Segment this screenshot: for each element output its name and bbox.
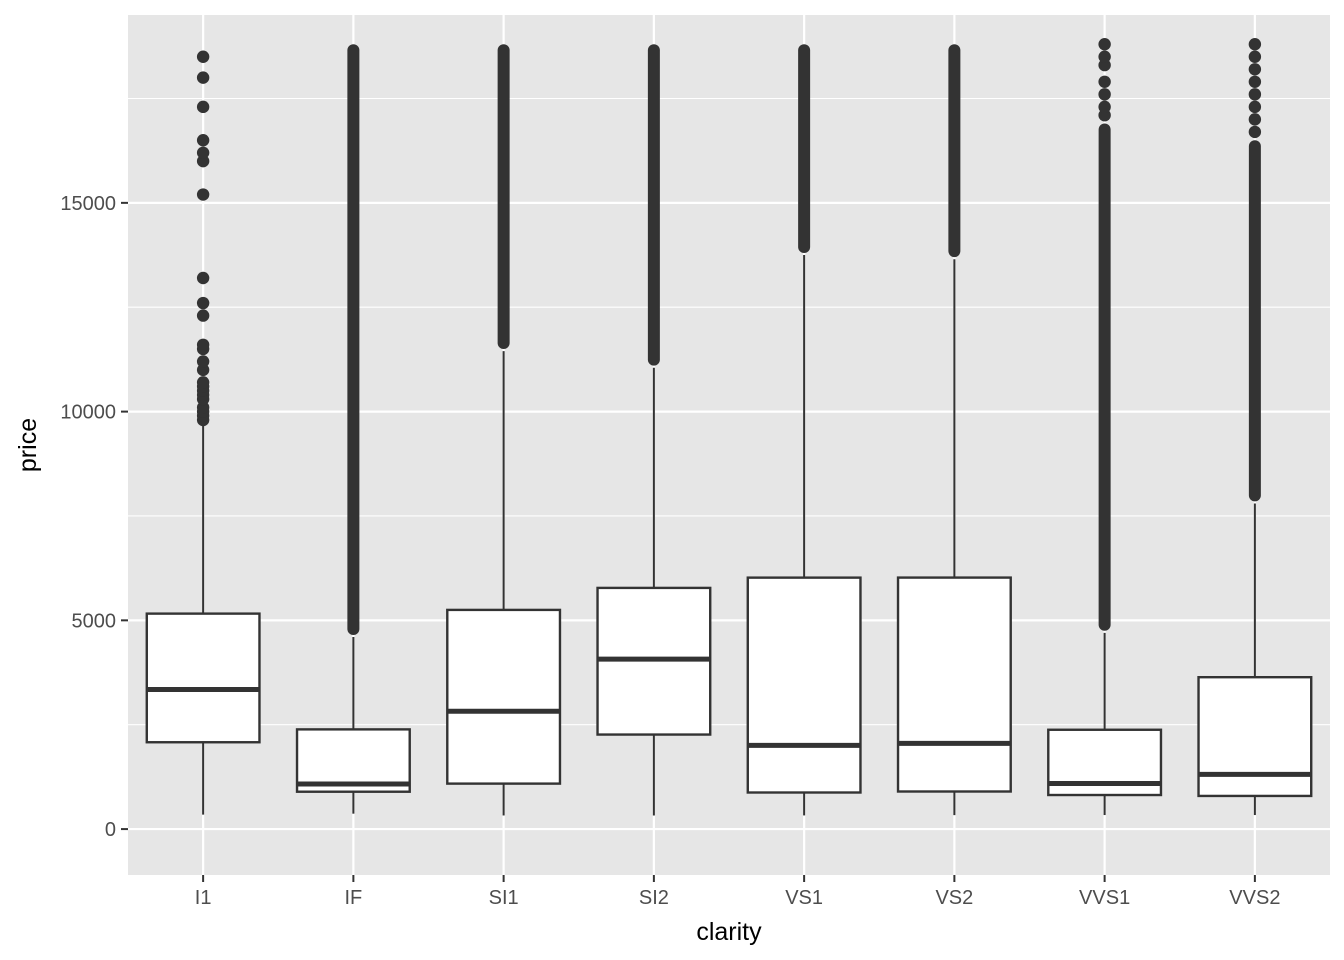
outlier-point <box>196 134 210 147</box>
outlier-point <box>1248 100 1262 114</box>
box-iqr <box>746 576 862 794</box>
x-tick-label: SI2 <box>639 887 669 909</box>
outlier-point <box>1248 38 1262 51</box>
outlier-point <box>196 50 210 63</box>
box-iqr <box>295 728 411 793</box>
y-axis: 0 5000 10000 15000 <box>60 193 128 841</box>
x-tick-label: I1 <box>195 887 212 909</box>
outlier-point <box>196 338 210 352</box>
outlier-point <box>1098 75 1111 88</box>
box-VS2 <box>896 44 1012 816</box>
outlier-point <box>196 309 210 322</box>
y-tick-label: 5000 <box>72 610 117 632</box>
outlier-band <box>1248 140 1261 502</box>
y-tick-label: 15000 <box>60 193 116 215</box>
y-tick-label: 0 <box>105 819 116 841</box>
outlier-point <box>1248 63 1262 76</box>
outlier-point <box>196 271 210 285</box>
box-VS1 <box>746 44 862 816</box>
box-VVS2 <box>1197 38 1313 816</box>
box-SI1 <box>446 44 562 816</box>
outlier-point <box>1098 38 1111 51</box>
outlier-point <box>1248 113 1262 126</box>
outlier-point <box>196 146 210 159</box>
x-tick-label: IF <box>344 887 362 909</box>
outlier-band <box>1098 123 1111 631</box>
outlier-band <box>347 44 360 635</box>
box-iqr <box>145 612 261 744</box>
box-iqr <box>446 608 562 785</box>
box-SI2 <box>596 44 712 816</box>
outlier-point <box>196 71 210 84</box>
x-tick-label: VS1 <box>785 887 823 909</box>
x-axis-title: clarity <box>696 918 762 946</box>
outlier-band <box>798 44 811 253</box>
y-axis-title: price <box>14 418 42 472</box>
outlier-band <box>497 44 510 349</box>
outlier-point <box>196 100 210 114</box>
outlier-point <box>1098 88 1111 101</box>
x-tick-label: SI1 <box>489 887 519 909</box>
x-tick-label: VS2 <box>935 887 973 909</box>
outlier-point <box>1248 125 1262 139</box>
box-iqr <box>896 576 1012 793</box>
outlier-point <box>1248 50 1262 63</box>
boxes <box>145 38 1313 816</box>
outlier-point <box>1098 100 1111 114</box>
outlier-point <box>196 296 210 310</box>
outlier-point <box>196 188 210 201</box>
box-IF <box>295 44 411 814</box>
y-tick-label: 10000 <box>60 402 116 424</box>
x-tick-label: VVS2 <box>1229 887 1280 909</box>
outlier-point <box>1248 88 1262 101</box>
x-axis: I1 IF SI1 SI2 VS1 VS2 VVS1 VVS2 <box>195 875 1280 909</box>
box-iqr <box>1197 676 1313 798</box>
outlier-point <box>196 355 210 368</box>
box-I1 <box>145 50 261 815</box>
x-tick-label: VVS1 <box>1079 887 1130 909</box>
outlier-point <box>1248 75 1262 88</box>
outlier-band <box>647 44 660 366</box>
outlier-point <box>196 376 210 389</box>
outlier-band <box>948 44 961 258</box>
outlier-point <box>1098 50 1111 63</box>
box-VVS1 <box>1047 38 1163 816</box>
